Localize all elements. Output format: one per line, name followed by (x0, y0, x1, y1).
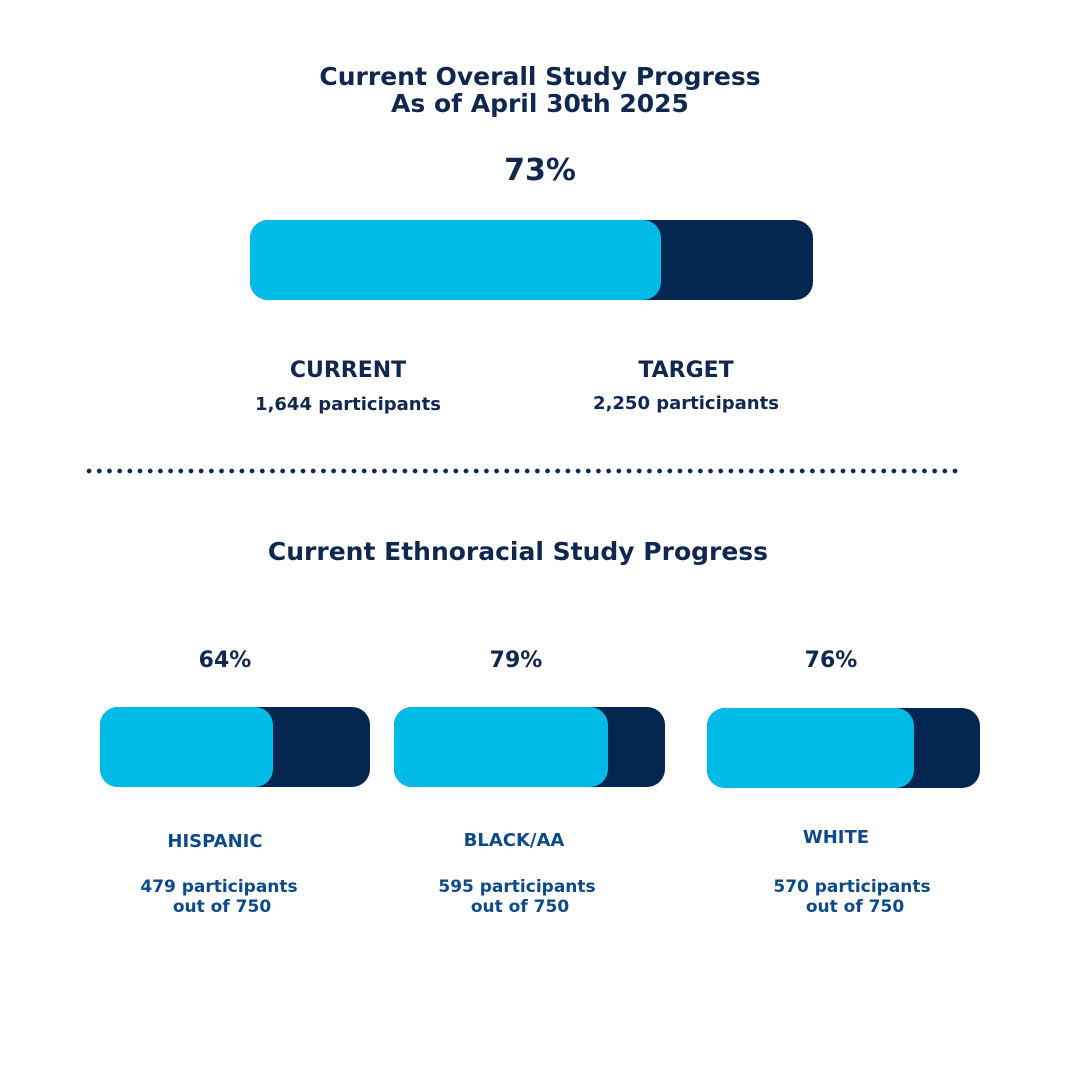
overall-percent-label: 73% (504, 153, 576, 188)
current-label: CURRENT (289, 358, 407, 383)
black-aa-progress-track (394, 707, 665, 787)
hispanic-progress-track (100, 707, 370, 787)
hispanic-count-line1: 479 participants (140, 877, 298, 897)
ethnoracial-title: Current Ethnoracial Study Progress (267, 537, 769, 566)
overall-progress-track (250, 220, 813, 300)
black-aa-progress-fill (394, 707, 609, 787)
white-count-line1: 570 participants (773, 877, 931, 897)
chart-title: Current Overall Study Progress (319, 62, 761, 91)
black-aa-count-line1: 595 participants (438, 877, 596, 897)
black-aa-percent-label: 79% (489, 648, 543, 673)
dotted-divider (84, 467, 959, 475)
target-label: TARGET (638, 358, 734, 383)
black-aa-count-line2: out of 750 (470, 897, 570, 917)
white-label: WHITE (802, 827, 870, 848)
white-count-line2: out of 750 (805, 897, 905, 917)
target-value: 2,250 participants (593, 393, 779, 414)
hispanic-count-line2: out of 750 (172, 897, 272, 917)
white-progress-track (707, 708, 980, 788)
overall-progress-fill (250, 220, 661, 300)
black-aa-label: BLACK/AA (463, 830, 565, 851)
hispanic-percent-label: 64% (198, 648, 252, 673)
hispanic-label: HISPANIC (167, 831, 263, 852)
chart-subtitle: As of April 30th 2025 (391, 89, 689, 118)
white-percent-label: 76% (804, 648, 858, 673)
current-value: 1,644 participants (255, 394, 441, 415)
hispanic-progress-fill (100, 707, 273, 787)
white-progress-fill (707, 708, 915, 788)
